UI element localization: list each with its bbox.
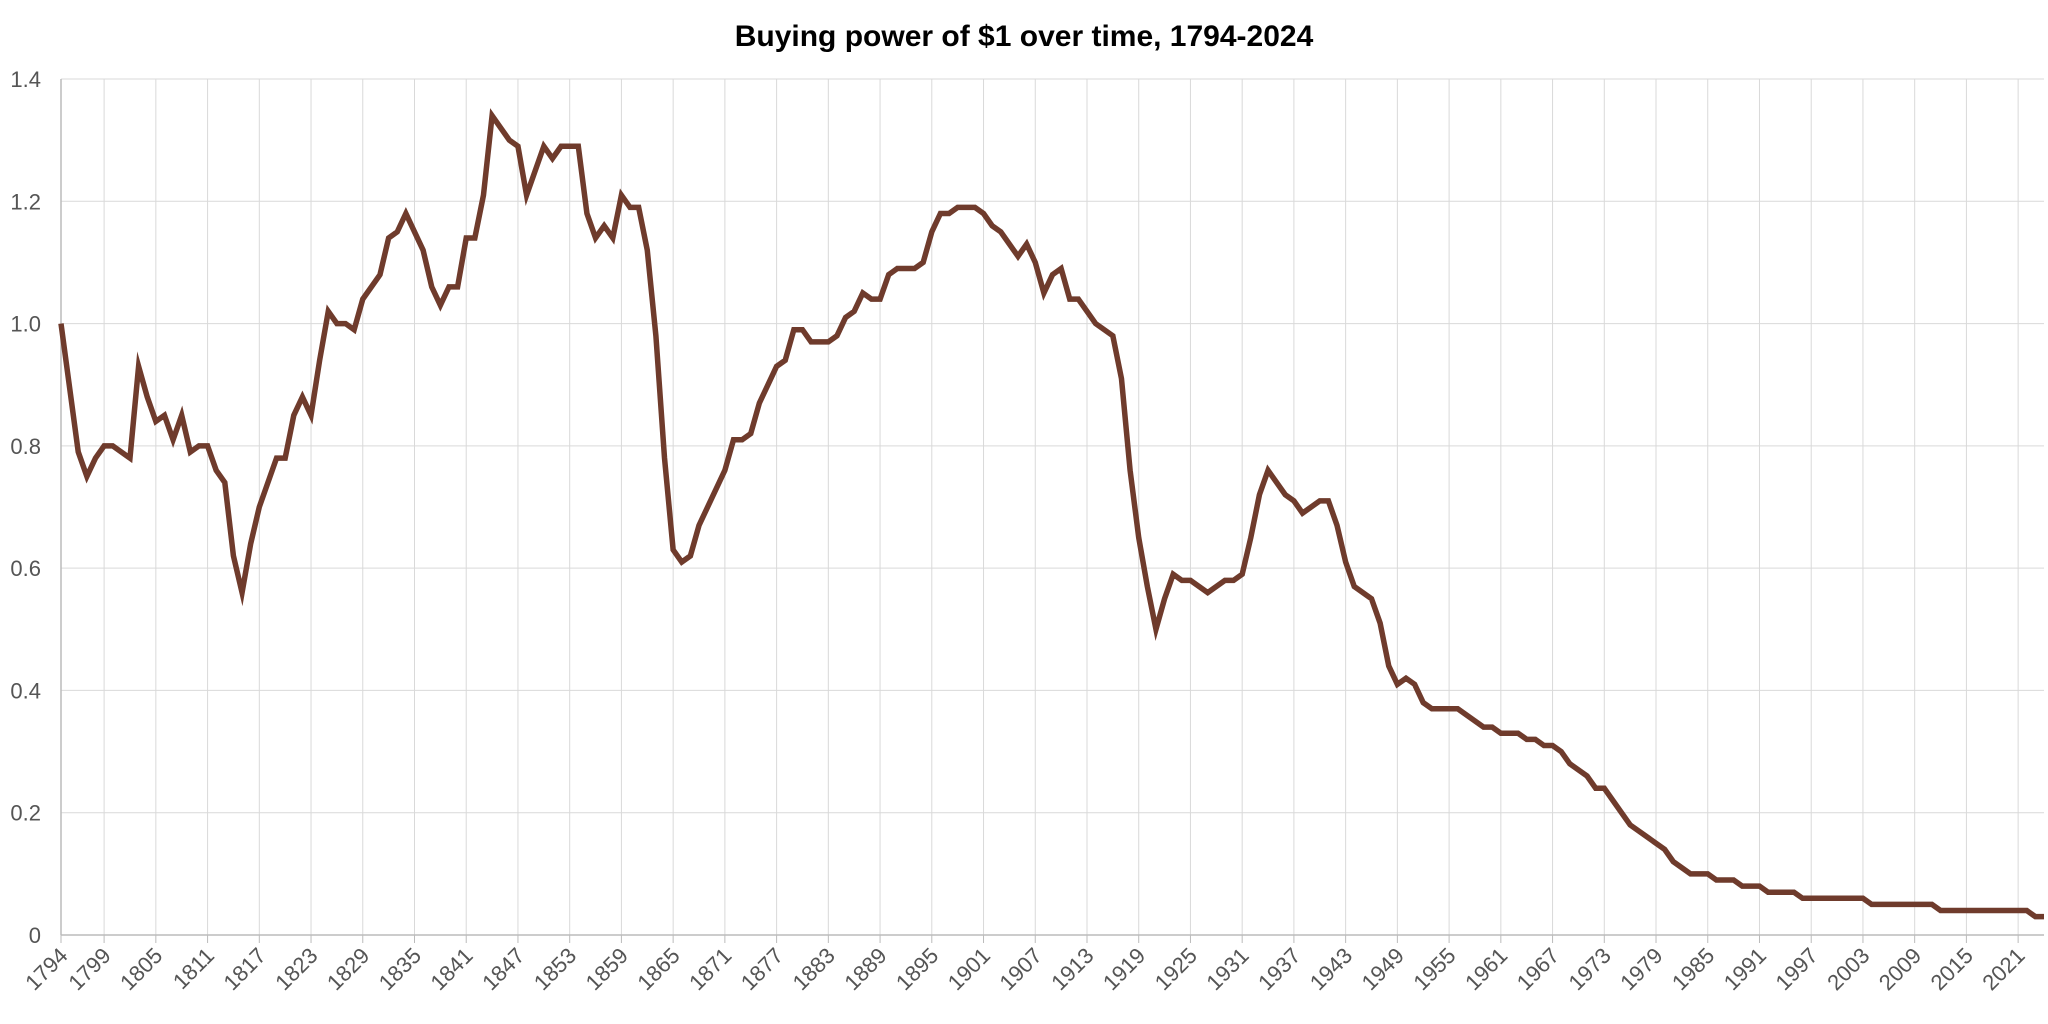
axes [60, 79, 2044, 943]
x-tick-label: 1907 [994, 943, 1046, 995]
y-tick-label: 0.2 [10, 801, 41, 826]
x-tick-label: 1997 [1770, 943, 1822, 995]
x-tick-label: 1931 [1201, 943, 1253, 995]
x-tick-label: 1967 [1512, 943, 1564, 995]
x-tick-label: 1823 [270, 943, 322, 995]
x-tick-label: 1835 [374, 943, 426, 995]
x-tick-label: 1811 [168, 943, 219, 994]
x-tick-label: 1979 [1615, 943, 1667, 995]
x-tick-label: 1877 [736, 943, 788, 995]
x-tick-label: 1961 [1460, 943, 1512, 995]
x-tick-label: 1805 [115, 943, 167, 995]
y-tick-label: 1.4 [10, 67, 41, 92]
y-axis-tick-labels: 0 0.2 0.4 0.6 0.8 1.0 1.2 1.4 [10, 67, 41, 948]
series-line [58, 108, 2044, 920]
x-tick-label: 1853 [529, 943, 581, 995]
x-tick-label: 1919 [1098, 943, 1150, 995]
x-tick-label: 1973 [1564, 943, 1616, 995]
x-tick-label: 1799 [63, 943, 115, 995]
x-tick-label: 1985 [1667, 943, 1719, 995]
x-tick-label: 1925 [1150, 943, 1202, 995]
x-tick-label: 2015 [1926, 943, 1978, 995]
x-tick-label: 1847 [477, 943, 529, 995]
x-tick-label: 1889 [839, 943, 891, 995]
y-tick-label: 0.8 [10, 434, 41, 459]
series-layer [58, 108, 2044, 920]
y-tick-label: 0.6 [10, 556, 41, 581]
chart-title: Buying power of $1 over time, 1794-2024 [734, 20, 1314, 53]
x-tick-label: 1883 [788, 943, 840, 995]
x-tick-label: 1865 [632, 943, 684, 995]
y-tick-label: 1.0 [10, 312, 41, 337]
x-tick-label: 1937 [1253, 943, 1305, 995]
x-tick-label: 1943 [1305, 943, 1357, 995]
x-tick-label: 1991 [1719, 943, 1771, 995]
y-tick-label: 0 [29, 923, 41, 948]
x-tick-label: 1913 [1046, 943, 1098, 995]
x-tick-label: 1841 [425, 943, 477, 995]
x-tick-label: 2009 [1874, 943, 1926, 995]
x-tick-label: 2003 [1822, 943, 1874, 995]
x-tick-label: 1895 [891, 943, 943, 995]
x-tick-label: 1955 [1408, 943, 1460, 995]
x-tick-label: 1859 [581, 943, 633, 995]
x-tick-label: 1901 [943, 943, 995, 995]
gridlines [60, 78, 2044, 936]
y-tick-label: 1.2 [10, 189, 41, 214]
x-tick-label: 1794 [20, 943, 72, 995]
x-tick-label: 1817 [219, 943, 271, 995]
y-tick-label: 0.4 [10, 678, 41, 703]
x-tick-label: 1829 [322, 943, 374, 995]
x-tick-label: 1871 [684, 943, 736, 995]
x-tick-label: 1949 [1357, 943, 1409, 995]
x-tick-label: 2021 [1977, 943, 2029, 995]
